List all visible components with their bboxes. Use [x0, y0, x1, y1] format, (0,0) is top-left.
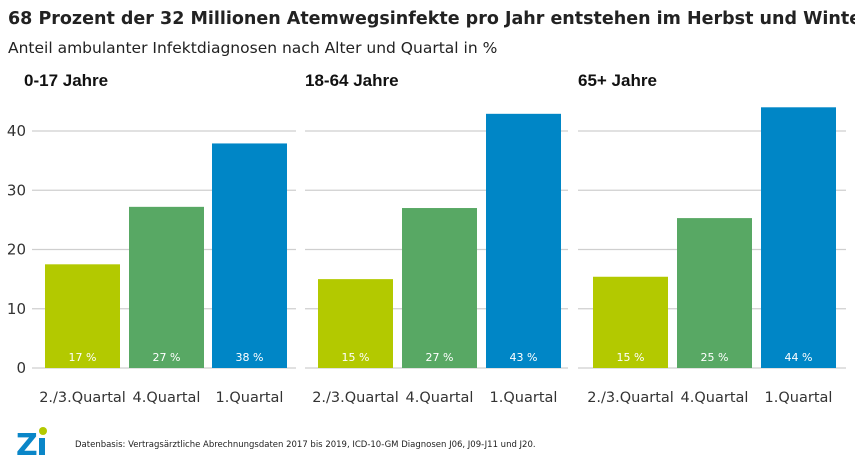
panel-title: 0-17 Jahre — [24, 71, 108, 90]
x-tick-label: 2./3.Quartal — [587, 390, 674, 406]
y-tick-label: 20 — [7, 241, 26, 259]
x-tick-label: 1.Quartal — [216, 390, 284, 406]
x-tick-label: 4.Quartal — [406, 390, 474, 406]
data-label: 44 % — [785, 351, 813, 364]
bar — [761, 107, 836, 369]
panel-title: 18-64 Jahre — [305, 71, 399, 90]
zi-logo: Z — [16, 427, 47, 463]
x-tick-label: 1.Quartal — [765, 390, 833, 406]
logo-text: Z — [16, 428, 38, 463]
data-label: 43 % — [510, 351, 538, 364]
data-label: 27 % — [426, 351, 454, 364]
y-tick-label: 10 — [7, 300, 26, 318]
logo-dot — [39, 427, 47, 435]
bar — [402, 208, 477, 368]
source-note: Datenbasis: Vertragsärztliche Abrechnung… — [75, 440, 536, 450]
y-tick-label: 30 — [7, 181, 26, 199]
data-label: 38 % — [236, 351, 264, 364]
x-tick-label: 4.Quartal — [681, 390, 749, 406]
bar — [593, 276, 668, 368]
data-label: 15 % — [342, 351, 370, 364]
data-label: 27 % — [153, 351, 181, 364]
chart-subtitle: Anteil ambulanter Infektdiagnosen nach A… — [8, 39, 497, 57]
bar — [318, 279, 393, 368]
x-tick-label: 4.Quartal — [133, 390, 201, 406]
bar — [212, 143, 287, 368]
x-tick-label: 2./3.Quartal — [312, 390, 399, 406]
logo-i-stem — [39, 438, 45, 455]
chart-title: 68 Prozent der 32 Millionen Atemwegsinfe… — [8, 9, 855, 29]
data-label: 25 % — [701, 351, 729, 364]
bar — [129, 206, 204, 368]
panel-title: 65+ Jahre — [578, 71, 657, 90]
data-label: 17 % — [69, 351, 97, 364]
bar — [45, 264, 120, 368]
bar — [486, 113, 561, 368]
x-tick-label: 2./3.Quartal — [39, 390, 126, 406]
y-tick-label: 40 — [7, 122, 26, 140]
y-tick-label: 0 — [16, 359, 26, 377]
data-label: 15 % — [617, 351, 645, 364]
x-tick-label: 1.Quartal — [490, 390, 558, 406]
bar — [677, 218, 752, 368]
